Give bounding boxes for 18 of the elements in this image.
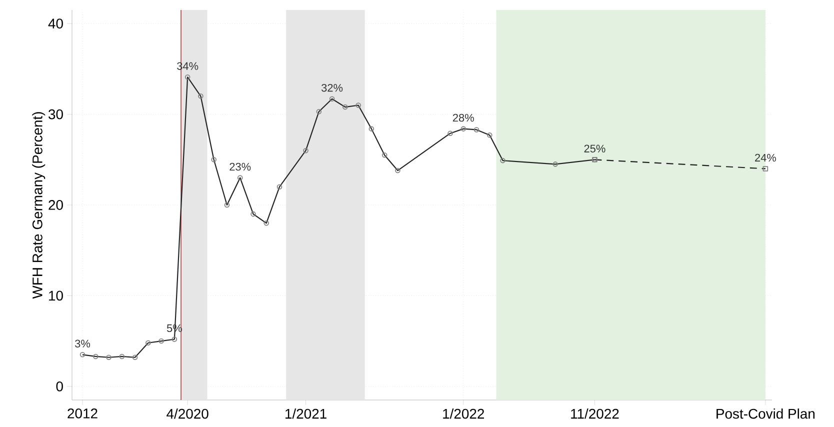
x-tick-label: 11/2022 <box>571 408 619 419</box>
data-label: 3% <box>75 340 90 348</box>
x-tick-label: 4/2020 <box>166 408 208 419</box>
data-label: 23% <box>230 162 251 171</box>
data-label: 24% <box>755 154 776 162</box>
y-tick-label: 40 <box>48 18 63 29</box>
y-axis-title: WFH Rate Germany (Percent) <box>32 112 46 299</box>
data-label: 28% <box>452 114 474 122</box>
x-tick-label: Post-Covid Plan <box>716 408 815 419</box>
data-label: 25% <box>584 144 606 152</box>
x-tick-label: 2012 <box>68 408 98 418</box>
x-tick-label: 1/2021 <box>286 408 326 419</box>
y-tick-label: 10 <box>49 290 63 301</box>
y-tick-label: 0 <box>56 381 63 392</box>
data-label: 32% <box>321 84 343 92</box>
y-tick-label: 20 <box>48 200 63 210</box>
y-tick-label: 30 <box>48 109 63 120</box>
x-tick-label: 1/2022 <box>443 408 484 419</box>
